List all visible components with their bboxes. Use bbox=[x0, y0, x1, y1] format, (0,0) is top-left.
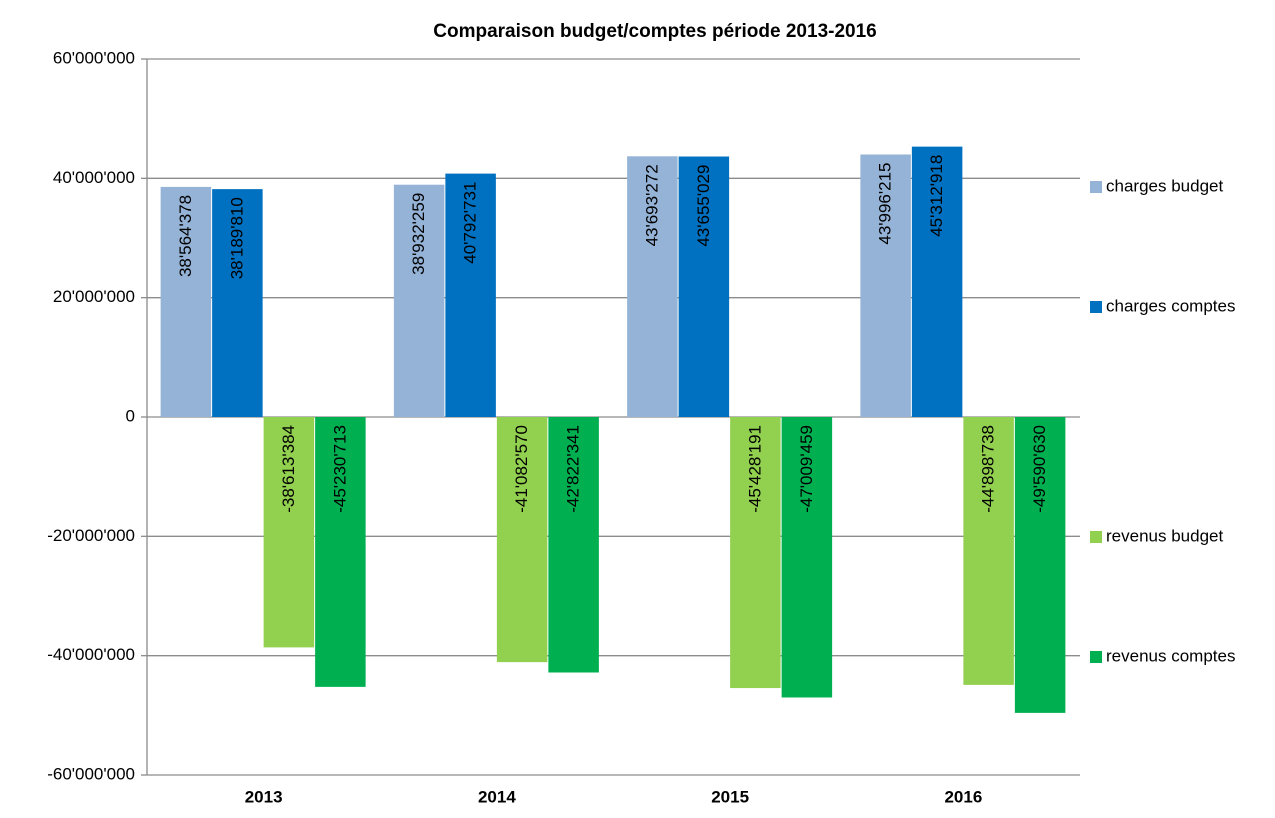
data-label: 43'655'029 bbox=[694, 165, 713, 247]
y-tick-label: 0 bbox=[126, 406, 135, 425]
legend-label: revenus comptes bbox=[1106, 646, 1235, 665]
y-tick-label: 20'000'000 bbox=[53, 287, 135, 306]
bar bbox=[911, 146, 963, 417]
bar bbox=[860, 154, 911, 417]
bar bbox=[548, 417, 599, 673]
chart-title: Comparaison budget/comptes période 2013-… bbox=[433, 21, 876, 42]
y-tick-label: -40'000'000 bbox=[47, 645, 135, 664]
bar bbox=[627, 156, 678, 417]
data-label: -42'822'341 bbox=[564, 425, 583, 513]
data-label: -45'428'191 bbox=[745, 425, 764, 513]
data-label: 38'932'259 bbox=[409, 193, 428, 275]
bar bbox=[678, 156, 730, 417]
legend-label: charges budget bbox=[1106, 176, 1223, 195]
bar bbox=[393, 184, 445, 417]
data-label: -45'230'713 bbox=[330, 425, 349, 513]
y-tick-label: -20'000'000 bbox=[47, 526, 135, 545]
data-label: 43'693'272 bbox=[642, 164, 661, 246]
bar bbox=[730, 417, 781, 689]
bar bbox=[315, 417, 366, 687]
data-label: -44'898'738 bbox=[979, 425, 998, 513]
legend-label: revenus budget bbox=[1106, 526, 1223, 545]
x-tick-label: 2014 bbox=[478, 787, 516, 806]
bar bbox=[496, 417, 548, 663]
bar bbox=[1014, 417, 1066, 713]
data-label: -47'009'459 bbox=[797, 425, 816, 513]
legend-swatch bbox=[1090, 531, 1102, 543]
bar bbox=[781, 417, 833, 698]
bar bbox=[263, 417, 315, 648]
legend-swatch bbox=[1090, 651, 1102, 663]
x-tick-label: 2015 bbox=[711, 787, 749, 806]
bar bbox=[212, 189, 263, 417]
data-label: 40'792'731 bbox=[461, 182, 480, 264]
x-tick-label: 2016 bbox=[944, 787, 982, 806]
data-label: -49'590'630 bbox=[1030, 425, 1049, 513]
data-label: 45'312'918 bbox=[927, 155, 946, 237]
legend-swatch bbox=[1090, 301, 1102, 313]
data-label: -41'082'570 bbox=[512, 425, 531, 513]
x-tick-label: 2013 bbox=[245, 787, 283, 806]
y-tick-label: -60'000'000 bbox=[47, 764, 135, 783]
legend-swatch bbox=[1090, 181, 1102, 193]
bar bbox=[963, 417, 1014, 685]
bar bbox=[445, 173, 496, 417]
bar bbox=[160, 186, 212, 417]
y-tick-label: 40'000'000 bbox=[53, 168, 135, 187]
data-label: 38'564'378 bbox=[176, 195, 195, 277]
data-label: 43'996'215 bbox=[876, 162, 895, 244]
data-label: -38'613'384 bbox=[279, 425, 298, 513]
legend-label: charges comptes bbox=[1106, 296, 1235, 315]
data-label: 38'189'810 bbox=[227, 197, 246, 279]
y-tick-label: 60'000'000 bbox=[53, 48, 135, 67]
